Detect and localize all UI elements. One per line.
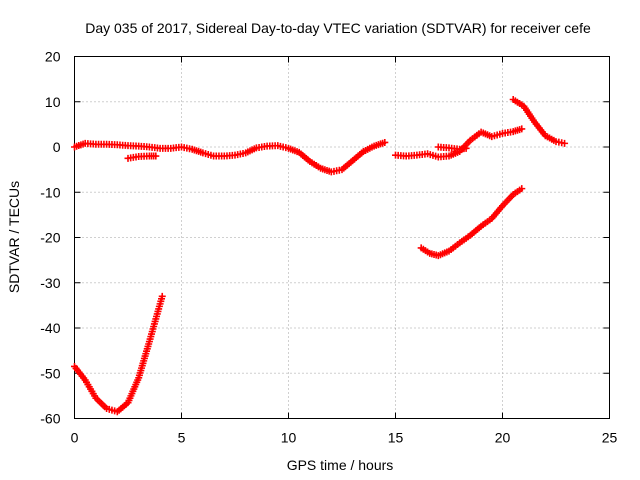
y-tick-label: 10	[45, 94, 61, 110]
data-series-arc-d	[392, 125, 526, 161]
data-series-arc-b	[124, 152, 160, 162]
data-point	[152, 152, 160, 160]
data-point	[518, 125, 526, 133]
x-tick-label: 0	[71, 430, 79, 446]
data-point	[561, 139, 569, 147]
y-tick-label: -10	[40, 184, 60, 200]
y-tick-label: -60	[40, 411, 60, 427]
data-series-arc-g	[417, 185, 526, 260]
x-axis-label: GPS time / hours	[287, 457, 394, 473]
x-tick-label: 10	[281, 430, 297, 446]
data-point	[381, 138, 389, 146]
y-axis-label: SDTVAR / TECUs	[6, 181, 22, 293]
data-series-arc-f	[509, 95, 569, 147]
data-points	[71, 95, 569, 416]
data-point	[158, 292, 166, 300]
data-series-arc-c	[71, 292, 166, 416]
data-series-arc-a	[71, 138, 389, 176]
y-tick-label: -40	[40, 320, 60, 336]
axis-ticks: 0 5 10 15 20 25 -60 -50 -40 -30 -20 -10 0 10 20	[40, 49, 617, 446]
x-tick-label: 15	[388, 430, 404, 446]
y-tick-label: 20	[45, 49, 61, 65]
x-tick-label: 25	[602, 430, 618, 446]
y-tick-label: -50	[40, 365, 60, 381]
chart-title: Day 035 of 2017, Sidereal Day-to-day VTE…	[85, 20, 591, 36]
data-series-arc-e	[434, 143, 470, 153]
y-tick-label: -30	[40, 275, 60, 291]
y-tick-label: -20	[40, 230, 60, 246]
x-tick-label: 20	[495, 430, 511, 446]
grid	[74, 56, 610, 419]
data-point	[518, 185, 526, 193]
data-point	[462, 144, 470, 152]
y-tick-label: 0	[53, 139, 61, 155]
x-tick-label: 5	[178, 430, 186, 446]
